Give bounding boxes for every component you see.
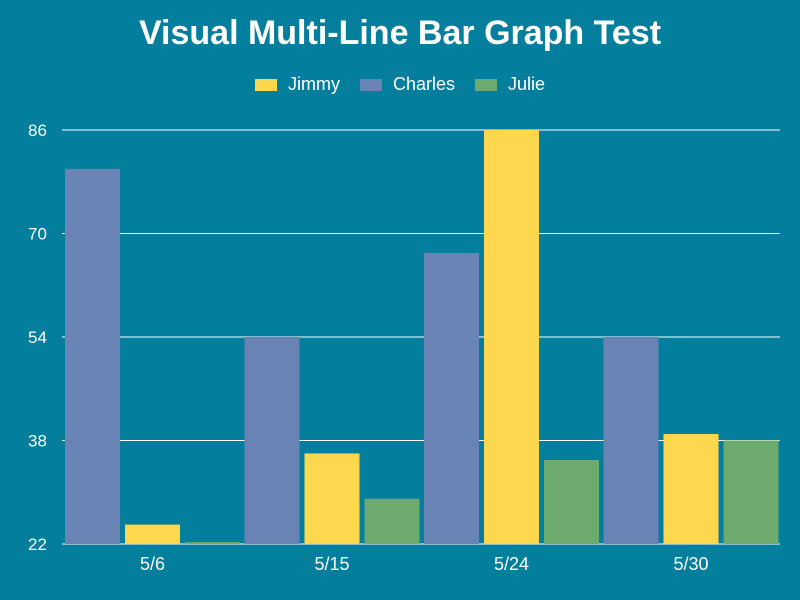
legend-label: Charles [392, 74, 455, 94]
legend-label: Jimmy [287, 74, 340, 94]
legend-swatch [359, 78, 382, 91]
legend-item-julie: Julie [475, 74, 545, 95]
y-tick-label: 86 [28, 121, 47, 140]
bar-charles-5-15 [244, 337, 300, 544]
bar-julie-5-15 [364, 498, 420, 544]
bar-charles-5-24 [424, 252, 479, 544]
x-tick-label: 5/30 [673, 554, 708, 574]
bar-charles-5-6 [65, 168, 120, 544]
legend-swatch [475, 78, 497, 91]
bar-jimmy-5-15 [304, 453, 360, 544]
bar-jimmy-5-6 [125, 524, 180, 544]
chart-title: Visual Multi-Line Bar Graph Test [138, 14, 662, 52]
bar-julie-5-6 [185, 542, 240, 544]
bar-jimmy-5-24 [484, 130, 539, 544]
y-tick-label: 38 [28, 432, 47, 451]
y-tick-label: 22 [28, 535, 47, 554]
bar-jimmy-5-30 [663, 434, 719, 544]
bar-julie-5-30 [723, 440, 779, 544]
legend-item-charles: Charles [359, 74, 455, 95]
legend-swatch [254, 78, 277, 91]
bar-charles-5-30 [603, 337, 659, 544]
bar-julie-5-24 [544, 459, 599, 544]
x-tick-label: 5/6 [140, 554, 165, 574]
y-tick-label: 54 [28, 328, 47, 347]
legend-label: Julie [508, 74, 546, 94]
x-tick-label: 5/24 [494, 554, 529, 574]
legend: Jimmy Charles Julie [0, 74, 800, 95]
y-tick-label: 70 [28, 225, 47, 244]
legend-item-jimmy: Jimmy [254, 74, 340, 95]
x-tick-label: 5/15 [314, 554, 349, 574]
